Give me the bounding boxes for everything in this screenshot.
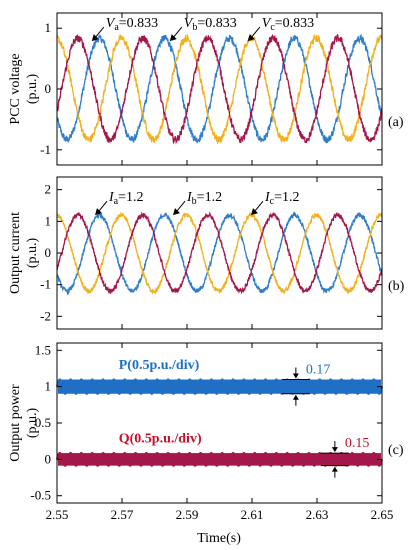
annotation-arrowhead (169, 34, 177, 42)
x-axis-label: Time(s) (197, 531, 241, 546)
annotation-arrow (175, 200, 186, 213)
annotation-label: Va=0.833 (106, 16, 158, 33)
y-tick-label: -1 (40, 142, 51, 157)
panel-label-b: (b) (388, 279, 405, 294)
y-tick-label: 1.5 (35, 342, 51, 357)
x-ticks-c: 2.55 2.57 2.59 2.61 2.63 2.65 (46, 343, 394, 522)
power-annotations: P(0.5p.u./div) Q(0.5p.u./div) 0.17 0.15 (119, 358, 370, 478)
annotation-label: Ia=1.2 (108, 190, 144, 207)
series-line-2 (56, 34, 383, 145)
y-tick-label: 1 (45, 20, 52, 35)
x-tick-label: 2.65 (371, 507, 394, 522)
power-ripple-1 (55, 451, 384, 467)
y-tick-label: 1 (45, 379, 52, 394)
y-tick-label: 0 (45, 451, 52, 466)
current-annotations: Ia=1.2 Ib=1.2 Ic=1.2 (95, 190, 300, 216)
series-label: Q(0.5p.u./div) (119, 432, 202, 447)
ripple-arrowhead-top (331, 447, 338, 453)
voltage-annotations: Va=0.833 Vb=0.833 Vc=0.833 (91, 16, 314, 42)
y-tick-label: 1 (45, 213, 52, 228)
plot-frame-c (56, 342, 383, 504)
y-tick-label: 0 (45, 81, 52, 96)
x-ticks-a (56, 13, 383, 165)
ripple-arrowhead-bottom (331, 466, 338, 472)
series-line-1 (56, 211, 383, 295)
ripple-value-label: 0.17 (306, 363, 331, 378)
ylabel-a-line2: (p.u.) (25, 74, 40, 105)
annotation-label: Ib=1.2 (186, 190, 222, 207)
power-ripple-0 (55, 378, 384, 395)
x-tick-label: 2.63 (306, 507, 329, 522)
x-tick-label: 2.55 (46, 507, 69, 522)
y-tick-label: 2 (45, 182, 52, 197)
x-tick-label: 2.59 (176, 507, 199, 522)
current-curves (56, 211, 383, 296)
annotation-arrow (253, 200, 264, 213)
ripple-value-label: 0.15 (345, 436, 370, 451)
y-tick-label: -2 (40, 308, 51, 323)
panel-pcc-voltage: Va=0.833 Vb=0.833 Vc=0.833 -1 0 1 PCC voltag… (8, 12, 404, 166)
annotation-arrowhead (91, 34, 99, 42)
ylabel-b-line2: (p.u.) (25, 238, 40, 269)
annotation-arrow (250, 26, 261, 39)
y-tick-label: -0.5 (30, 488, 51, 503)
annotation-arrow (97, 200, 108, 213)
ylabel-a-line1: PCC voltage (8, 53, 23, 124)
y-tick-label: -1 (40, 277, 51, 292)
annotation-arrowhead (247, 34, 255, 42)
panel-output-current: Ia=1.2 Ib=1.2 Ic=1.2 -2 -1 0 1 2 Output curren… (8, 176, 405, 330)
y-ticks-a: -1 0 1 (40, 20, 382, 157)
series-line-2 (56, 211, 383, 295)
x-tick-label: 2.61 (241, 507, 264, 522)
ripple-arrowhead-top (292, 373, 299, 379)
y-tick-label: 0.5 (35, 415, 51, 430)
ylabel-b-line1: Output current (8, 212, 23, 294)
annotation-arrowhead (95, 208, 102, 216)
annotation-label: Vc=0.833 (262, 16, 314, 33)
annotation-arrowhead (251, 208, 258, 216)
series-label: P(0.5p.u./div) (119, 358, 200, 373)
annotation-label: Ic=1.2 (264, 190, 300, 207)
panel-label-a: (a) (388, 115, 404, 130)
ylabel-c-line1: Output power (8, 384, 23, 462)
annotation-arrow (94, 26, 105, 39)
series-line-0 (56, 211, 383, 296)
x-tick-label: 2.57 (111, 507, 134, 522)
y-tick-label: 0 (45, 245, 52, 260)
ripple-arrowhead-bottom (292, 394, 299, 400)
annotation-arrow (172, 26, 183, 39)
panel-label-c: (c) (388, 443, 404, 458)
voltage-curves (56, 32, 383, 145)
x-ticks-b (56, 177, 383, 329)
ylabel-c-line2: (p.u.) (25, 408, 40, 439)
annotation-label: Vb=0.833 (184, 16, 237, 33)
panel-output-power: P(0.5p.u./div) Q(0.5p.u./div) 0.17 0.15 -0.… (8, 342, 404, 546)
y-ticks-c: -0.5 0 0.5 1 1.5 (30, 342, 382, 503)
series-line-1 (56, 32, 383, 145)
y-ticks-b: -2 -1 0 1 2 (40, 182, 382, 323)
power-curves (55, 378, 384, 467)
annotation-arrowhead (173, 208, 180, 216)
